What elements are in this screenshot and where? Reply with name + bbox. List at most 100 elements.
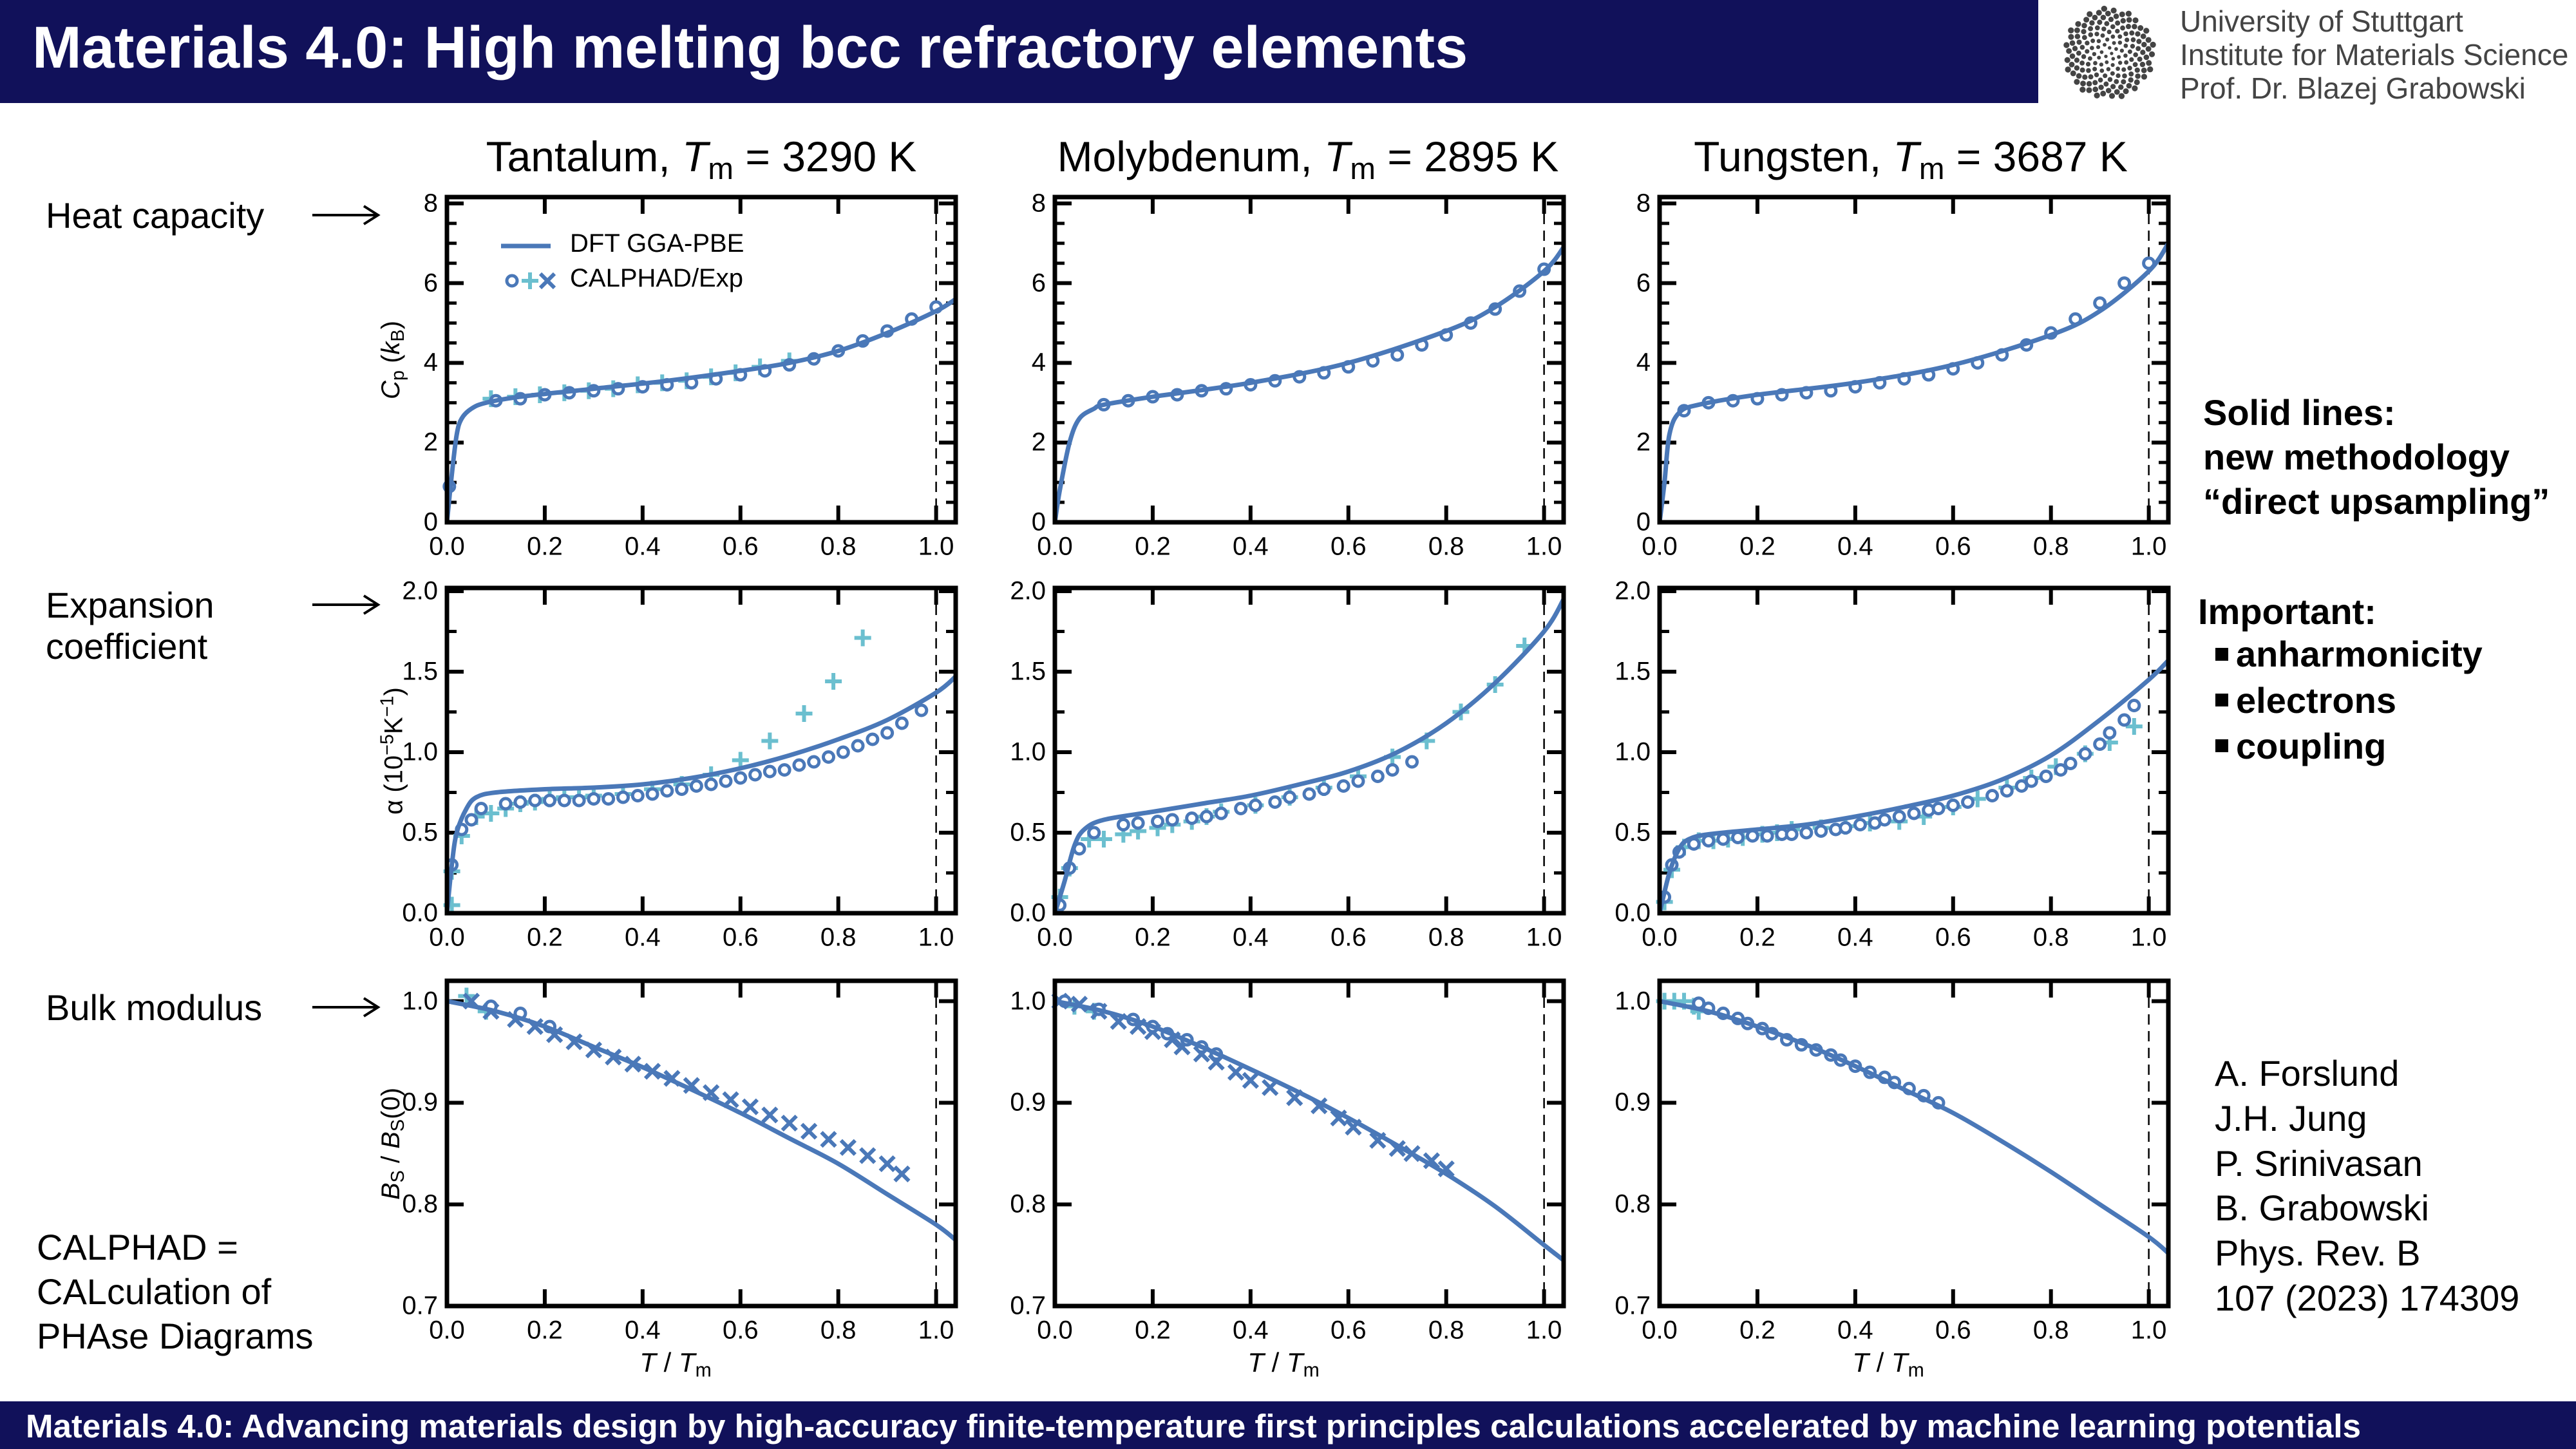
x-tick-label: 0.0 — [1642, 1316, 1678, 1345]
solid-lines-note: new methodology — [2203, 437, 2510, 477]
calphad-circle-marker — [2000, 784, 2014, 798]
x-tick-label: 0.2 — [1739, 1316, 1776, 1345]
y-tick-label: 0 — [1636, 507, 1651, 536]
important-item: electrons — [2236, 680, 2396, 721]
calphad-circle-marker — [1116, 818, 1130, 831]
y-axis-label: BS / BS(0) — [376, 1087, 409, 1200]
row-label-coefficient: coefficient — [46, 626, 208, 667]
plot-frame — [1657, 194, 2171, 525]
y-tick-label: 2.0 — [402, 576, 438, 605]
calphad-circle-marker — [464, 813, 478, 827]
y-tick-label: 0.0 — [1615, 898, 1651, 927]
y-tick-label: 0.8 — [402, 1189, 438, 1218]
calphad-circle-marker — [513, 795, 527, 809]
important-item: coupling — [2236, 726, 2387, 766]
calphad-circle-marker — [1839, 821, 1853, 835]
university-logo-icon — [2063, 5, 2156, 99]
professor-name: Prof. Dr. Blazej Grabowski — [2180, 71, 2526, 105]
calphad-circle-marker — [1405, 755, 1419, 769]
legend-dft-label: DFT GGA-PBE — [570, 229, 744, 258]
calphad-circle-marker — [528, 793, 542, 808]
x-tick-label: 0.4 — [1233, 923, 1269, 952]
solid-lines-note: “direct upsampling” — [2203, 481, 2550, 522]
y-tick-label: 1.5 — [1010, 657, 1046, 686]
calphad-circle-marker — [1946, 799, 1960, 812]
x-tick-label: 0.8 — [1428, 923, 1464, 952]
calphad-circle-marker — [1087, 826, 1101, 840]
y-tick-label: 0.9 — [402, 1088, 438, 1117]
plot-frame — [1657, 585, 2171, 916]
calphad-circle-marker — [1385, 763, 1399, 777]
calphad-circle-marker — [2024, 774, 2038, 788]
x-tick-label: 1.0 — [2130, 923, 2167, 952]
exp-cross-marker — [1227, 1063, 1245, 1081]
calphad-note-line: CALPHAD = — [37, 1227, 238, 1267]
y-tick-label: 0.8 — [1010, 1189, 1046, 1218]
important-heading: Important: — [2198, 591, 2376, 632]
x-tick-label: 0.8 — [820, 532, 857, 561]
calphad-circle-marker — [1799, 826, 1814, 840]
calphad-circle-marker — [1892, 810, 1906, 824]
calphad-circle-marker — [1853, 818, 1867, 831]
calphad-circle-marker — [557, 793, 571, 808]
exp-cross-marker — [859, 1147, 876, 1164]
row-arrow-icon — [312, 997, 381, 1018]
column-title-molybdenum: Molybdenum, Tm = 2895 K — [1057, 133, 1559, 186]
y-tick-label: 0.0 — [1010, 898, 1046, 927]
footer-bar — [0, 1401, 2576, 1449]
x-axis-label: T / Tm — [1247, 1347, 1320, 1381]
plot-frame — [1052, 585, 1566, 916]
x-tick-label: 0.8 — [2032, 1316, 2069, 1345]
calphad-circle-marker — [498, 797, 513, 811]
calphad-circle-marker — [1165, 813, 1179, 827]
dft-curve — [1052, 245, 1566, 523]
exp-plus-marker — [795, 705, 813, 722]
plot-frame — [444, 585, 958, 916]
calphad-circle-marker — [807, 755, 821, 769]
calphad-circle-marker — [777, 763, 791, 777]
x-tick-label: 1.0 — [2130, 532, 2167, 561]
calphad-circle-marker — [601, 792, 616, 806]
x-tick-label: 0.0 — [1642, 532, 1678, 561]
calphad-circle-marker — [1199, 810, 1213, 824]
plot-frame — [1052, 194, 1566, 525]
x-tick-label: 0.2 — [1135, 532, 1171, 561]
dft-curve — [1054, 999, 1566, 1262]
row-label-bulk-modulus: Bulk modulus — [46, 987, 263, 1028]
calphad-circle-marker — [630, 789, 645, 802]
y-tick-label: 2 — [1031, 428, 1046, 457]
x-tick-label: 0.0 — [1037, 532, 1073, 561]
x-tick-label: 1.0 — [918, 923, 954, 952]
y-axis-label: α (10−5K−1) — [377, 687, 408, 815]
calphad-circle-marker — [474, 802, 488, 815]
x-tick-label: 0.8 — [1428, 532, 1464, 561]
exp-cross-marker — [878, 1155, 896, 1173]
x-tick-label: 0.6 — [1935, 1316, 1971, 1345]
y-tick-label: 2 — [423, 428, 438, 457]
y-tick-label: 1.0 — [1010, 737, 1046, 766]
calphad-circle-marker — [792, 758, 806, 772]
reference-line: A. Forslund — [2215, 1053, 2400, 1094]
y-tick-label: 1.0 — [402, 737, 438, 766]
calphad-circle-marker — [748, 768, 762, 782]
x-tick-label: 0.0 — [429, 1316, 465, 1345]
y-tick-label: 0.5 — [1010, 818, 1046, 847]
x-tick-label: 0.0 — [1037, 1316, 1073, 1345]
y-tick-label: 0 — [423, 507, 438, 536]
calphad-circle-marker — [2117, 713, 2132, 727]
calphad-circle-marker — [880, 726, 895, 740]
calphad-circle-marker — [645, 787, 659, 801]
y-tick-label: 1.5 — [402, 657, 438, 686]
calphad-circle-marker — [2127, 699, 2141, 712]
calphad-circle-marker — [1268, 795, 1282, 809]
calphad-circle-marker — [1302, 787, 1316, 801]
row-arrow-icon — [312, 205, 381, 225]
y-tick-label: 0 — [1031, 507, 1046, 536]
calphad-circle-marker — [2093, 296, 2107, 310]
x-tick-label: 0.0 — [1037, 923, 1073, 952]
calphad-circle-marker — [1370, 770, 1385, 783]
calphad-circle-marker — [866, 732, 880, 746]
y-tick-label: 8 — [423, 189, 438, 218]
x-tick-label: 1.0 — [1526, 532, 1562, 561]
